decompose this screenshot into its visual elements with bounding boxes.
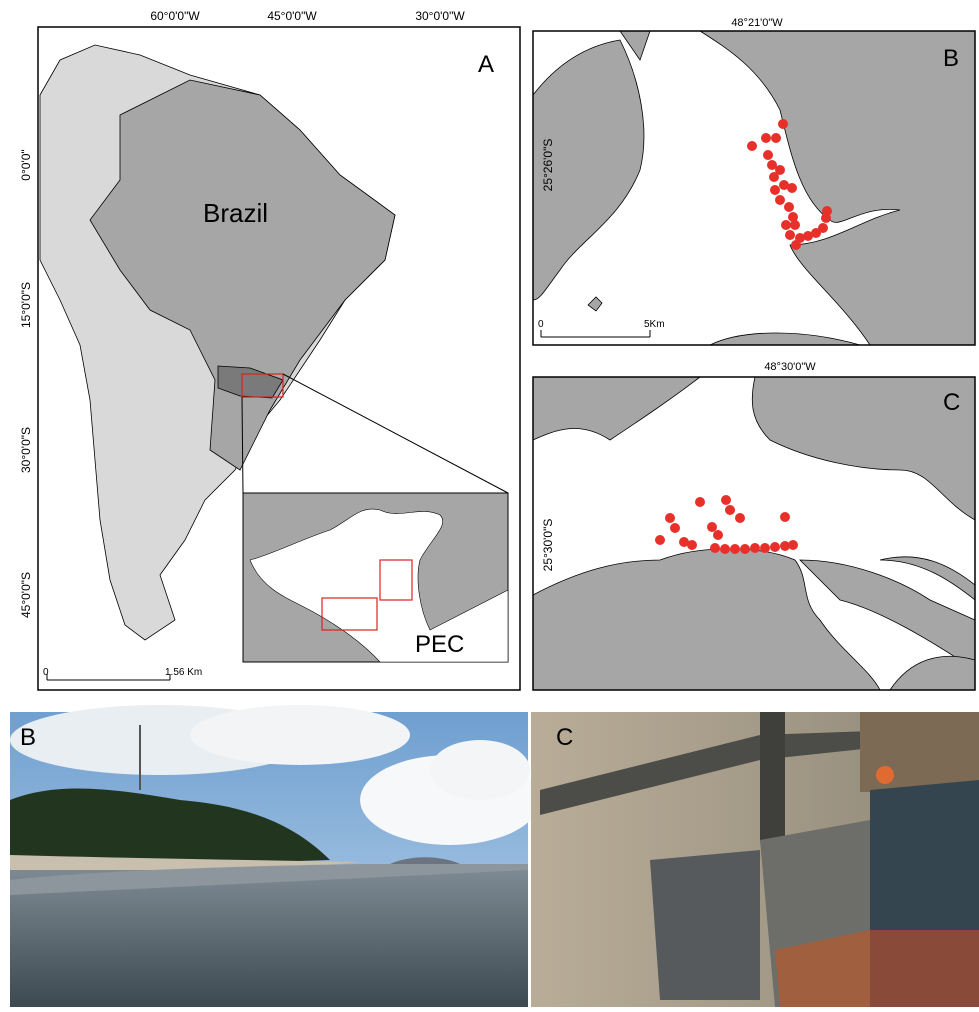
- lon-label: 30°0'0"W: [415, 9, 465, 23]
- panel-c: [532, 376, 976, 691]
- panel-b: [532, 30, 976, 346]
- panel-letter: A: [478, 51, 494, 78]
- sample-points: [747, 119, 832, 250]
- photo-letter: C: [556, 724, 573, 751]
- scale-label: 0: [43, 667, 49, 678]
- lat-label: 25°26'0"S: [541, 139, 555, 192]
- panel-letter: B: [943, 45, 959, 72]
- photo-port: [531, 712, 979, 1007]
- lat-label: 0°0'0": [19, 149, 33, 180]
- scale-label: 0: [538, 319, 544, 330]
- lat-label: 30°0'0"S: [19, 427, 33, 473]
- lat-label: 25°30'0"S: [541, 519, 555, 572]
- panel-a: [37, 26, 521, 691]
- lon-label: 48°30'0"W: [764, 361, 816, 373]
- photo-letter: B: [20, 724, 36, 751]
- country-label: Brazil: [203, 198, 268, 228]
- lon-label: 48°21'0"W: [731, 17, 783, 29]
- lon-label: 60°0'0"W: [150, 9, 200, 23]
- scale-label: 1.56 Km: [165, 667, 202, 678]
- lon-label: 45°0'0"W: [267, 9, 317, 23]
- panel-letter: C: [943, 389, 960, 416]
- scale-label: 5Km: [644, 319, 665, 330]
- photo-beach: [10, 705, 540, 1007]
- sample-points: [655, 495, 798, 554]
- lat-label: 15°0'0"S: [19, 282, 33, 328]
- inset-label: PEC: [415, 631, 464, 658]
- lat-label: 45°0'0"S: [19, 572, 33, 618]
